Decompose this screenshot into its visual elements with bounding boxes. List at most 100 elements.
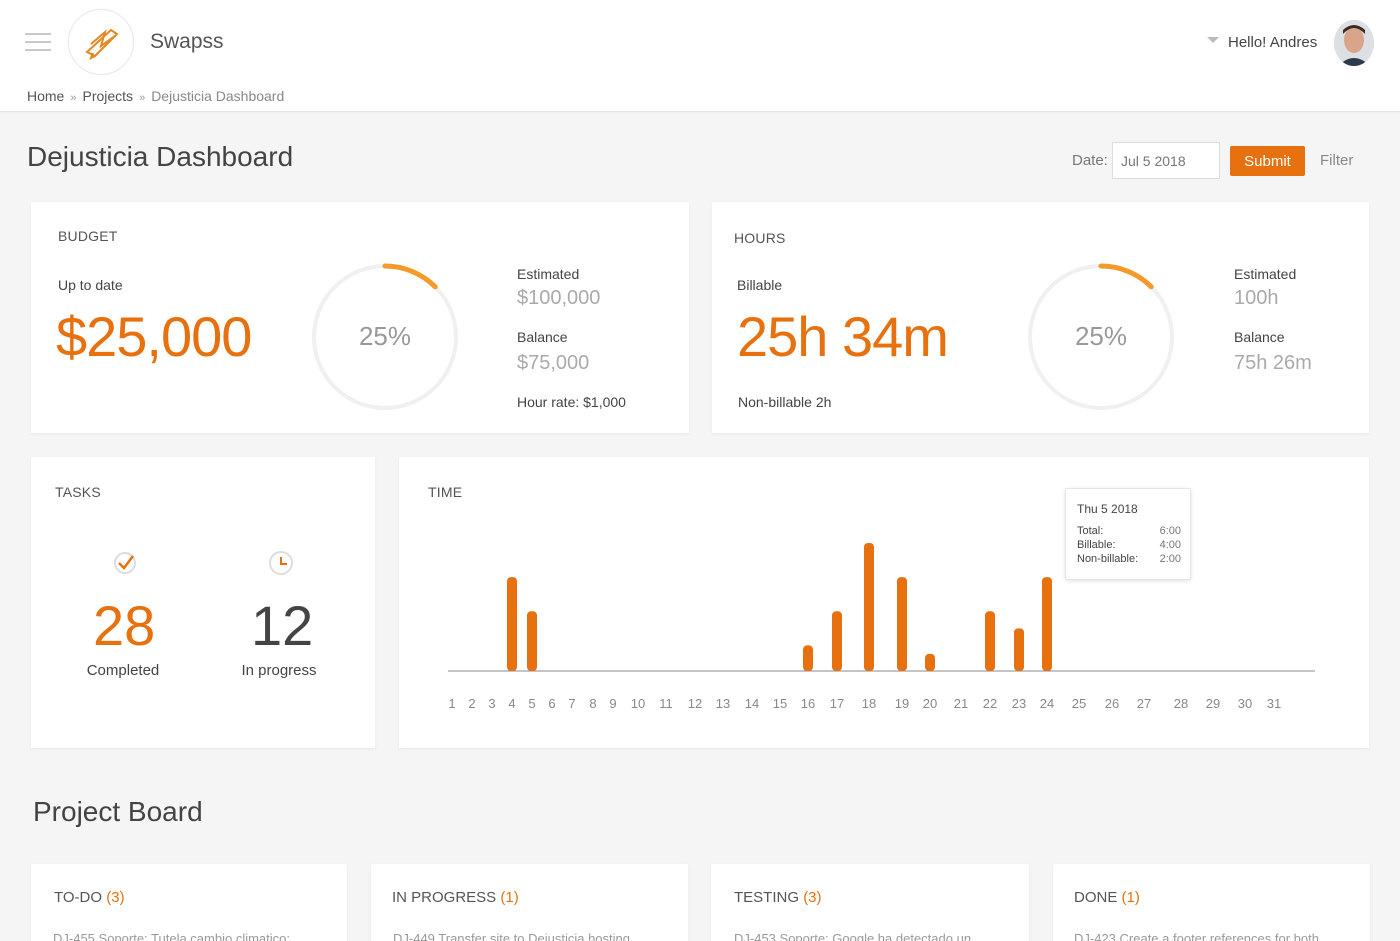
- chart-bar[interactable]: [1042, 577, 1052, 671]
- board-card-item[interactable]: DJ-423 Create a footer references for bo…: [1074, 931, 1319, 941]
- x-tick-label: 20: [923, 696, 937, 711]
- x-tick-label: 21: [954, 696, 968, 711]
- user-greeting[interactable]: Hello! Andres: [1228, 34, 1318, 51]
- x-tick-label: 2: [468, 696, 475, 711]
- x-tick-label: 8: [589, 696, 596, 711]
- balance-label: Balance: [517, 329, 568, 345]
- hour-rate: Hour rate: $1,000: [517, 394, 626, 410]
- non-billable-hours: Non-billable 2h: [738, 394, 832, 410]
- billable-value: 25h 34m: [737, 305, 949, 368]
- time-bar-chart: 1 2 3 4 5 6 7 8 9 10 11 12 13 14 15 16 17 18 19 20 21 22 23 24 2…: [448, 543, 1315, 711]
- x-tick-label: 19: [895, 696, 909, 711]
- x-tick-label: 26: [1105, 696, 1119, 711]
- x-tick-label: 18: [862, 696, 876, 711]
- budget-value: $25,000: [56, 305, 252, 368]
- billable-label: Billable: [737, 277, 783, 293]
- hamburger-menu-icon[interactable]: [25, 33, 51, 51]
- chart-tooltip: Thu 5 2018 Total: 6:00 Billable: 4:00 Non-…: [1065, 488, 1191, 580]
- x-tick-label: 24: [1040, 696, 1054, 711]
- chart-bar[interactable]: [507, 577, 517, 671]
- x-tick-label: 15: [773, 696, 787, 711]
- tooltip-label: Billable:: [1077, 539, 1116, 551]
- tasks-title: TASKS: [55, 484, 101, 500]
- x-tick-label: 7: [568, 696, 575, 711]
- chart-bar[interactable]: [803, 645, 813, 671]
- breadcrumb-current: Dejusticia Dashboard: [151, 88, 285, 104]
- x-tick-label: 5: [528, 696, 535, 711]
- breadcrumb-bar: Home » Projects » Dejusticia Dashboard: [0, 84, 1400, 112]
- budget-percent: 25%: [358, 321, 412, 351]
- filter-link[interactable]: Filter: [1320, 152, 1354, 169]
- chart-bar[interactable]: [1014, 628, 1024, 671]
- chart-bar[interactable]: [985, 611, 995, 671]
- x-tick-label: 6: [548, 696, 555, 711]
- board-card-item[interactable]: DJ-449 Transfer site to Dejusticia hosti…: [393, 931, 630, 941]
- breadcrumb-separator: »: [70, 92, 77, 104]
- app-logo[interactable]: [68, 9, 134, 75]
- column-name: IN PROGRESS: [392, 889, 497, 906]
- column-count: (3): [803, 889, 822, 906]
- tooltip-label: Non-billable:: [1077, 553, 1139, 565]
- column-title: IN PROGRESS (1): [392, 889, 519, 906]
- submit-button[interactable]: Submit: [1230, 146, 1305, 176]
- chart-bar[interactable]: [864, 543, 874, 671]
- tooltip-row-total: Total: 6:00: [1077, 525, 1181, 537]
- x-tick-label: 13: [716, 696, 730, 711]
- budget-card: BUDGET Up to date $25,000 25% Estimated …: [31, 202, 689, 433]
- hours-ring-svg: [1027, 263, 1175, 411]
- board-column-done: DONE (1) DJ-423 Create a footer referenc…: [1053, 864, 1370, 941]
- x-tick-label: 23: [1012, 696, 1026, 711]
- up-to-date-label: Up to date: [58, 277, 123, 293]
- in-progress-label: In progress: [241, 662, 317, 679]
- avatar[interactable]: [1334, 20, 1374, 66]
- x-tick-label: 29: [1206, 696, 1220, 711]
- column-count: (3): [106, 889, 125, 906]
- breadcrumb-separator: »: [139, 92, 146, 104]
- time-card: TIME 1 2 3 4 5 6 7 8 9 10 11 12 13 14 15 16 17 18 19 20 21 22…: [399, 457, 1369, 748]
- tooltip-row-billable: Billable: 4:00: [1077, 539, 1181, 551]
- column-name: DONE: [1074, 889, 1118, 906]
- tooltip-row-nonbillable: Non-billable: 2:00: [1077, 553, 1181, 565]
- chevron-down-icon[interactable]: [1207, 37, 1219, 43]
- time-title: TIME: [428, 484, 463, 500]
- x-tick-label: 22: [983, 696, 997, 711]
- tooltip-value: 4:00: [1159, 539, 1181, 551]
- in-progress-count: 12: [251, 594, 314, 657]
- chart-bar[interactable]: [897, 577, 907, 671]
- board-card-item[interactable]: DJ-455 Soporte: Tutela cambio climatico:: [53, 931, 290, 941]
- hours-title: HOURS: [734, 230, 786, 246]
- x-tick-label: 3: [488, 696, 495, 711]
- board-column-testing: TESTING (3) DJ-453 Soporte: Google ha de…: [711, 864, 1029, 941]
- clock-icon: [269, 551, 293, 575]
- completed-count: 28: [93, 594, 156, 657]
- x-tick-label: 16: [801, 696, 815, 711]
- budget-ring-svg: [311, 263, 459, 411]
- breadcrumb-home[interactable]: Home: [27, 88, 65, 104]
- column-title: TESTING (3): [734, 889, 822, 906]
- estimated-value: $100,000: [517, 287, 601, 309]
- top-bar: Swapss Hello! Andres: [0, 0, 1400, 84]
- column-name: TESTING: [734, 889, 800, 906]
- board-column-todo: TO-DO (3) DJ-455 Soporte: Tutela cambio …: [31, 864, 347, 941]
- chart-bar[interactable]: [832, 611, 842, 671]
- board-card-item[interactable]: DJ-453 Soporte: Google ha detectado un: [734, 931, 972, 941]
- tooltip-label: Total:: [1077, 525, 1104, 537]
- logo-icon: [85, 28, 119, 61]
- x-tick-label: 10: [631, 696, 645, 711]
- x-tick-label: 30: [1238, 696, 1252, 711]
- hours-estimated-value: 100h: [1234, 287, 1279, 309]
- chart-bar[interactable]: [527, 611, 537, 671]
- column-title: TO-DO (3): [54, 889, 125, 906]
- x-tick-label: 14: [745, 696, 759, 711]
- chart-bar[interactable]: [925, 653, 935, 671]
- column-count: (1): [1121, 889, 1140, 906]
- hours-estimated-label: Estimated: [1234, 266, 1297, 282]
- x-tick-label: 27: [1137, 696, 1151, 711]
- date-input[interactable]: [1112, 142, 1220, 179]
- x-tick-label: 4: [508, 696, 515, 711]
- tooltip-title: Thu 5 2018: [1077, 502, 1138, 516]
- board-column-in-progress: IN PROGRESS (1) DJ-449 Transfer site to …: [371, 864, 688, 941]
- breadcrumb-projects[interactable]: Projects: [82, 88, 134, 104]
- board-title: Project Board: [33, 796, 203, 827]
- x-tick-label: 9: [609, 696, 616, 711]
